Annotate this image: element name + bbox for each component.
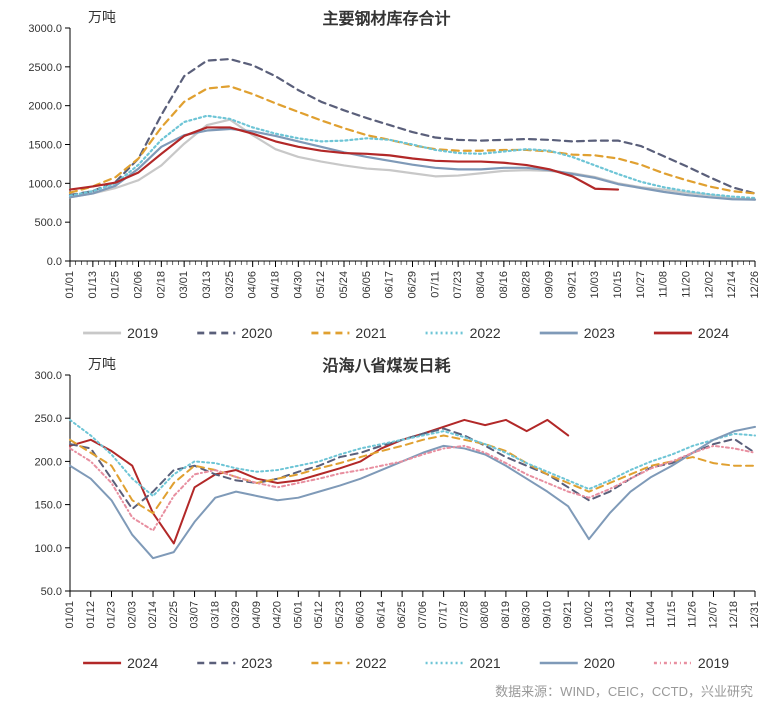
svg-text:07/11: 07/11 (429, 271, 441, 298)
svg-text:沿海八省煤炭日耗: 沿海八省煤炭日耗 (322, 356, 450, 375)
svg-text:05/23: 05/23 (334, 601, 346, 629)
svg-text:12/31: 12/31 (749, 601, 761, 629)
svg-text:01/13: 01/13 (87, 271, 99, 299)
svg-text:2023: 2023 (584, 325, 615, 341)
svg-text:2019: 2019 (127, 325, 158, 341)
svg-text:10/27: 10/27 (635, 271, 647, 299)
svg-text:10/02: 10/02 (583, 601, 595, 629)
svg-text:09/21: 09/21 (562, 601, 574, 629)
svg-text:08/28: 08/28 (521, 271, 533, 299)
svg-text:2023: 2023 (241, 655, 272, 671)
svg-text:05/12: 05/12 (313, 601, 325, 629)
svg-text:2021: 2021 (470, 655, 501, 671)
svg-text:10/24: 10/24 (624, 601, 636, 629)
svg-text:06/29: 06/29 (407, 271, 419, 299)
svg-text:12/14: 12/14 (726, 271, 738, 299)
svg-text:1000.0: 1000.0 (28, 178, 62, 190)
svg-text:03/29: 03/29 (230, 601, 242, 629)
svg-text:06/14: 06/14 (375, 601, 387, 629)
svg-text:02/18: 02/18 (155, 271, 167, 299)
svg-text:02/03: 02/03 (126, 601, 138, 629)
svg-text:10/03: 10/03 (589, 271, 601, 299)
svg-text:1500.0: 1500.0 (28, 140, 62, 152)
svg-text:08/04: 08/04 (475, 271, 487, 299)
svg-text:12/07: 12/07 (707, 601, 719, 629)
svg-text:08/30: 08/30 (521, 601, 533, 629)
svg-text:300.0: 300.0 (34, 370, 62, 382)
svg-text:11/15: 11/15 (666, 601, 678, 628)
svg-text:05/12: 05/12 (315, 271, 327, 299)
svg-text:2021: 2021 (355, 325, 386, 341)
svg-text:08/08: 08/08 (479, 601, 491, 629)
svg-text:01/01: 01/01 (64, 271, 76, 299)
svg-text:2020: 2020 (241, 325, 272, 341)
svg-text:05/24: 05/24 (338, 271, 350, 299)
svg-text:08/19: 08/19 (500, 601, 512, 629)
coal-consumption-chart: 沿海八省煤炭日耗 万吨 50.0 100.0 150.0 200.0 250.0 300.0 0… (0, 347, 773, 677)
svg-text:2022: 2022 (355, 655, 386, 671)
svg-text:02/06: 02/06 (133, 271, 145, 299)
svg-text:12/18: 12/18 (728, 601, 740, 629)
svg-text:07/28: 07/28 (458, 601, 470, 629)
svg-text:2024: 2024 (127, 655, 158, 671)
svg-text:100.0: 100.0 (34, 543, 62, 555)
svg-text:08/16: 08/16 (498, 271, 510, 299)
data-source-label: 数据来源：WIND，CEIC，CCTD，兴业研究 (0, 677, 773, 708)
svg-text:150.0: 150.0 (34, 500, 62, 512)
svg-text:12/26: 12/26 (749, 271, 761, 299)
svg-text:250.0: 250.0 (34, 413, 62, 425)
svg-text:主要钢材库存合计: 主要钢材库存合计 (322, 9, 450, 28)
svg-text:09/09: 09/09 (544, 271, 556, 299)
svg-text:03/07: 03/07 (189, 601, 201, 629)
svg-text:06/03: 06/03 (355, 601, 367, 629)
svg-text:3000.0: 3000.0 (28, 23, 62, 35)
svg-text:06/17: 06/17 (384, 271, 396, 299)
svg-text:01/01: 01/01 (64, 601, 76, 629)
svg-text:07/17: 07/17 (438, 601, 450, 629)
svg-text:05/01: 05/01 (292, 601, 304, 629)
svg-text:万吨: 万吨 (88, 9, 116, 25)
svg-text:12/02: 12/02 (703, 271, 715, 299)
svg-text:03/13: 03/13 (201, 271, 213, 299)
svg-text:11/20: 11/20 (681, 271, 693, 298)
svg-text:2500.0: 2500.0 (28, 62, 62, 74)
svg-text:01/12: 01/12 (85, 601, 97, 629)
svg-text:02/14: 02/14 (147, 601, 159, 629)
svg-text:11/04: 11/04 (645, 601, 657, 628)
svg-text:03/25: 03/25 (224, 271, 236, 299)
svg-text:01/25: 01/25 (110, 271, 122, 299)
svg-text:2024: 2024 (698, 325, 729, 341)
svg-text:04/06: 04/06 (247, 271, 259, 299)
svg-text:2020: 2020 (584, 655, 615, 671)
svg-text:06/05: 06/05 (361, 271, 373, 299)
svg-text:07/06: 07/06 (417, 601, 429, 629)
svg-text:11/26: 11/26 (687, 601, 699, 628)
svg-text:06/25: 06/25 (396, 601, 408, 629)
svg-text:2022: 2022 (470, 325, 501, 341)
svg-text:09/10: 09/10 (541, 601, 553, 629)
steel-inventory-chart: 主要钢材库存合计 万吨 0.0 500.0 1000.0 1500.0 2000.0 2500… (0, 0, 773, 347)
svg-text:10/13: 10/13 (604, 601, 616, 629)
svg-text:0.0: 0.0 (47, 256, 62, 268)
svg-text:04/18: 04/18 (270, 271, 282, 299)
svg-text:04/09: 04/09 (251, 601, 263, 629)
svg-text:07/23: 07/23 (452, 271, 464, 299)
svg-text:04/30: 04/30 (292, 271, 304, 299)
svg-text:03/01: 03/01 (178, 271, 190, 299)
svg-text:02/25: 02/25 (168, 601, 180, 629)
svg-text:2019: 2019 (698, 655, 729, 671)
svg-text:2000.0: 2000.0 (28, 101, 62, 113)
svg-text:03/18: 03/18 (209, 601, 221, 629)
svg-text:50.0: 50.0 (41, 586, 62, 598)
svg-text:01/23: 01/23 (106, 601, 118, 629)
svg-text:04/20: 04/20 (272, 601, 284, 629)
svg-text:09/21: 09/21 (566, 271, 578, 299)
svg-text:11/08: 11/08 (658, 271, 670, 298)
svg-text:200.0: 200.0 (34, 456, 62, 468)
svg-text:500.0: 500.0 (34, 217, 62, 229)
svg-text:10/15: 10/15 (612, 271, 624, 299)
svg-text:万吨: 万吨 (88, 356, 116, 372)
